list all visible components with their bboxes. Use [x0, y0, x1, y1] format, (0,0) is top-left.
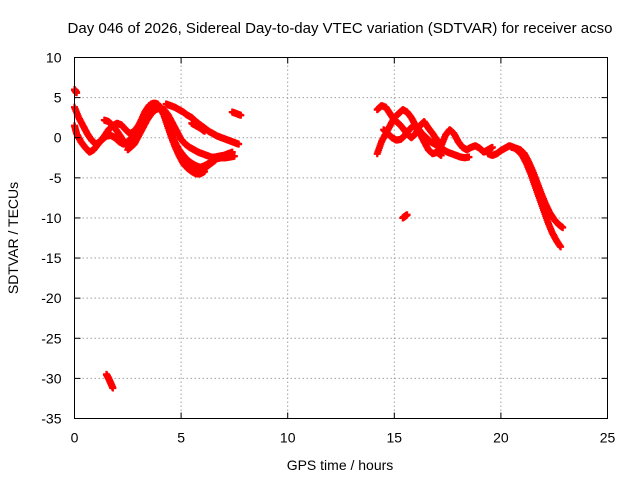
data-point — [201, 127, 209, 135]
y-tick-label: 0 — [54, 130, 62, 146]
x-tick-label: 10 — [280, 430, 296, 446]
y-tick-label: -15 — [41, 250, 61, 266]
y-axis-label: SDTVAR / TECUs — [5, 182, 21, 294]
x-tick-label: 5 — [177, 430, 185, 446]
data-point — [557, 243, 565, 251]
series-arc-i — [102, 370, 117, 392]
data-point — [230, 152, 238, 160]
series-arc-k — [373, 106, 445, 159]
series-arc-l — [380, 122, 473, 162]
series-arc-c — [124, 102, 238, 171]
series-arc-h — [71, 86, 81, 97]
y-tick-label: -35 — [41, 411, 61, 427]
y-tick-label: -10 — [41, 210, 61, 226]
data-point — [437, 151, 445, 159]
data-point — [228, 148, 236, 156]
x-tick-labels: 0 5 10 15 20 25 — [71, 430, 616, 446]
plot-frame — [74, 57, 608, 419]
y-tick-label: 10 — [46, 50, 62, 66]
data-point — [235, 140, 243, 148]
chart-title: Day 046 of 2026, Sidereal Day-to-day VTE… — [68, 20, 613, 37]
series-arc-g — [228, 108, 245, 119]
data-point — [488, 143, 496, 151]
series-arc-o — [399, 211, 411, 222]
y-tick-label: -25 — [41, 330, 61, 346]
data-point — [559, 224, 567, 232]
y-tick-label: -20 — [41, 290, 61, 306]
data-point — [109, 384, 117, 392]
x-tick-label: 0 — [71, 430, 79, 446]
x-tick-label: 20 — [493, 430, 509, 446]
axis-ticks — [74, 57, 608, 419]
y-tick-label: -5 — [49, 170, 62, 186]
data-point — [237, 111, 245, 119]
x-tick-label: 15 — [387, 430, 403, 446]
x-axis-label: GPS time / hours — [287, 457, 394, 473]
data-point — [465, 153, 473, 161]
series-arc-n — [508, 143, 567, 232]
y-tick-labels: 10 5 0 -5 -10 -15 -20 -25 -30 -35 — [41, 50, 61, 427]
series-arc-f — [188, 119, 209, 135]
y-tick-label: 5 — [54, 90, 62, 106]
data-points — [71, 86, 567, 392]
y-tick-label: -30 — [41, 370, 61, 386]
series-arc-d — [100, 104, 236, 161]
data-point — [403, 211, 411, 219]
x-tick-label: 25 — [600, 430, 616, 446]
